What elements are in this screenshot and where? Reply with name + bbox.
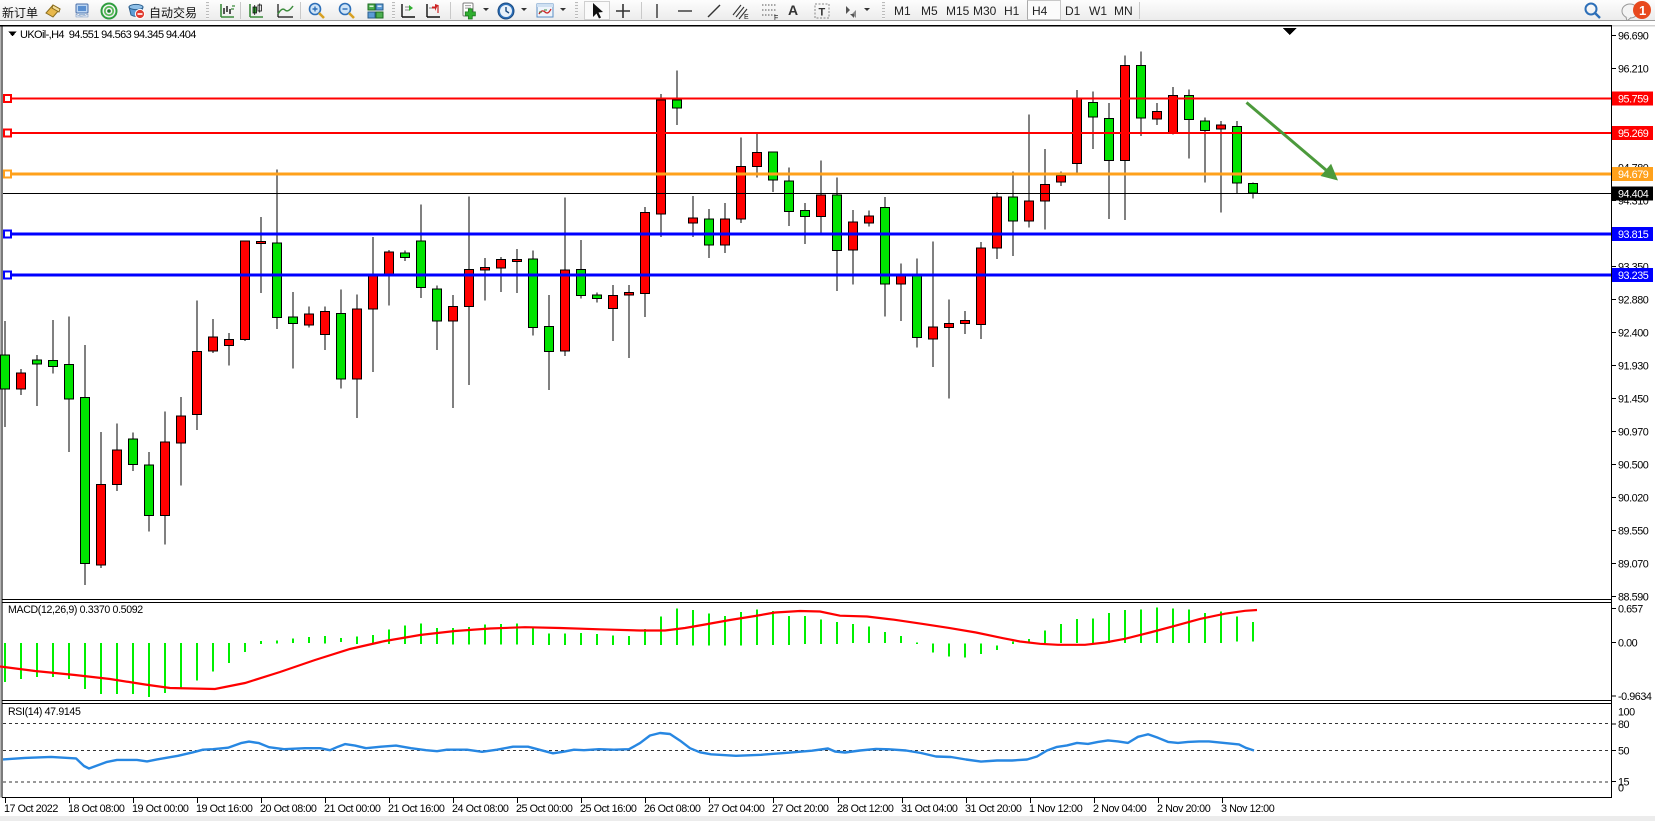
svg-text:89.070: 89.070	[1618, 558, 1649, 570]
svg-text:19 Oct 00:00: 19 Oct 00:00	[132, 803, 189, 815]
svg-text:F: F	[774, 15, 778, 21]
svg-text:21 Oct 00:00: 21 Oct 00:00	[324, 803, 381, 815]
svg-text:25 Oct 16:00: 25 Oct 16:00	[580, 803, 637, 815]
svg-text:26 Oct 08:00: 26 Oct 08:00	[644, 803, 701, 815]
svg-text:50: 50	[1618, 746, 1630, 758]
svg-text:E: E	[744, 14, 749, 21]
svg-text:94.404: 94.404	[1618, 189, 1649, 201]
svg-text:2 Nov 20:00: 2 Nov 20:00	[1157, 803, 1211, 815]
svg-text:0.657: 0.657	[1618, 604, 1643, 616]
svg-text:18 Oct 08:00: 18 Oct 08:00	[68, 803, 125, 815]
svg-text:92.400: 92.400	[1618, 327, 1649, 339]
svg-text:24 Oct 08:00: 24 Oct 08:00	[452, 803, 509, 815]
svg-text:UKOil-,H4 94.551 94.563 94.34: UKOil-,H4 94.551 94.563 94.345 94.404	[20, 29, 196, 41]
svg-text:1 Nov 12:00: 1 Nov 12:00	[1029, 803, 1083, 815]
svg-text:17 Oct 2022: 17 Oct 2022	[4, 803, 58, 815]
svg-text:RSI(14) 47.9145: RSI(14) 47.9145	[8, 706, 81, 718]
svg-text:0.00: 0.00	[1618, 638, 1638, 650]
svg-text:3 Nov 12:00: 3 Nov 12:00	[1221, 803, 1275, 815]
svg-text:27 Oct 20:00: 27 Oct 20:00	[772, 803, 829, 815]
svg-text:91.450: 91.450	[1618, 393, 1649, 405]
svg-text:92.880: 92.880	[1618, 294, 1649, 306]
svg-text:31 Oct 20:00: 31 Oct 20:00	[965, 803, 1022, 815]
svg-text:93.235: 93.235	[1618, 270, 1649, 282]
svg-text:88.590: 88.590	[1618, 591, 1649, 603]
svg-text:89.550: 89.550	[1618, 525, 1649, 537]
svg-text:90.970: 90.970	[1618, 426, 1649, 438]
svg-text:28 Oct 12:00: 28 Oct 12:00	[837, 803, 894, 815]
svg-text:27 Oct 04:00: 27 Oct 04:00	[708, 803, 765, 815]
svg-text:80: 80	[1618, 719, 1630, 731]
svg-text:0: 0	[1618, 783, 1624, 795]
svg-text:MACD(12,26,9) 0.3370 0.5092: MACD(12,26,9) 0.3370 0.5092	[8, 604, 143, 616]
svg-text:25 Oct 00:00: 25 Oct 00:00	[516, 803, 573, 815]
svg-text:-0.9634: -0.9634	[1618, 691, 1652, 703]
svg-text:96.690: 96.690	[1618, 30, 1649, 42]
svg-text:90.500: 90.500	[1618, 459, 1649, 471]
svg-text:19 Oct 16:00: 19 Oct 16:00	[196, 803, 253, 815]
svg-text:96.210: 96.210	[1618, 63, 1649, 75]
svg-text:21 Oct 16:00: 21 Oct 16:00	[388, 803, 445, 815]
svg-text:94.679: 94.679	[1618, 169, 1649, 181]
svg-text:T: T	[819, 7, 826, 19]
svg-text:15: 15	[1618, 777, 1630, 789]
svg-text:20 Oct 08:00: 20 Oct 08:00	[260, 803, 317, 815]
svg-text:2 Nov 04:00: 2 Nov 04:00	[1093, 803, 1147, 815]
svg-text:93.815: 93.815	[1618, 229, 1649, 241]
svg-text:90.020: 90.020	[1618, 492, 1649, 504]
svg-text:1: 1	[1639, 3, 1646, 18]
svg-text:100: 100	[1618, 707, 1635, 719]
svg-text:95.269: 95.269	[1618, 128, 1649, 140]
svg-text:95.759: 95.759	[1618, 94, 1649, 106]
svg-text:31 Oct 04:00: 31 Oct 04:00	[901, 803, 958, 815]
svg-text:91.930: 91.930	[1618, 360, 1649, 372]
